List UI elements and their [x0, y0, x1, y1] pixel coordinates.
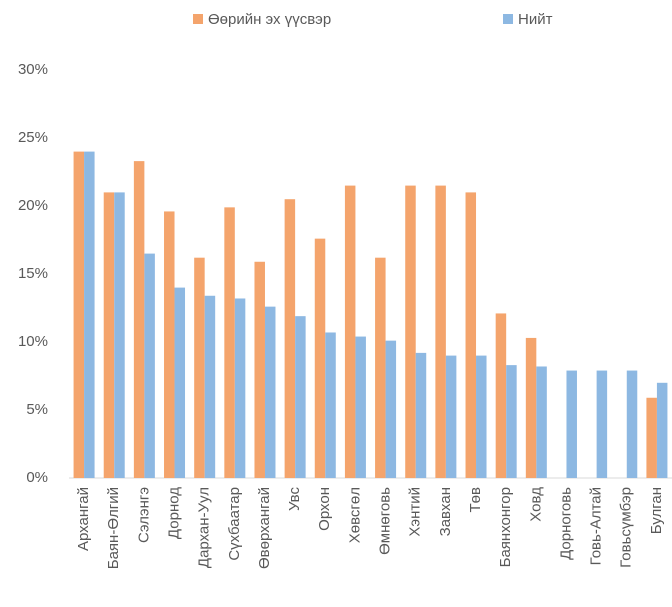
legend-label: Нийт [518, 11, 553, 28]
y-tick-label: 30% [18, 61, 48, 78]
bar [536, 366, 547, 478]
x-tick-label: Төв [467, 487, 484, 513]
x-tick-label: Сүхбаатар [226, 487, 243, 561]
x-tick-label: Хэнтий [407, 487, 424, 537]
x-tick-label: Орхон [316, 487, 333, 531]
bar [344, 185, 356, 478]
bar [103, 192, 115, 478]
bar [375, 257, 386, 478]
x-tick-label: Говь-Алтай [588, 487, 605, 565]
x-tick-label: Баянхонгор [497, 487, 514, 567]
bar [435, 185, 446, 478]
bar [646, 397, 657, 478]
bar [264, 306, 276, 478]
legend-swatch [503, 14, 513, 24]
bar [194, 257, 205, 478]
x-tick-label: Ховд [527, 487, 544, 522]
x-tick-label: Архангай [75, 487, 92, 551]
y-tick-label: 0% [26, 469, 48, 486]
x-tick-label: Баян-Өлгий [105, 487, 122, 569]
bar [476, 355, 487, 478]
bar [84, 151, 95, 478]
bar [284, 199, 296, 478]
x-tick-label: Завхан [437, 487, 454, 536]
bar [224, 207, 235, 479]
bar [465, 192, 477, 478]
x-tick-label: Өмнөговь [377, 487, 394, 555]
x-tick-label: Өвөрхангай [256, 487, 273, 569]
bar [295, 316, 306, 478]
bar [114, 192, 125, 478]
y-tick-label: 15% [18, 265, 48, 282]
bar [626, 370, 638, 478]
bar [495, 313, 507, 478]
bar [405, 185, 416, 478]
y-tick-label: 20% [18, 197, 48, 214]
x-tick-label: Сэлэнгэ [135, 487, 152, 543]
bar [656, 382, 668, 478]
legend-swatch [193, 14, 203, 24]
bar [204, 295, 216, 478]
x-tick-label: Дорнод [165, 487, 182, 539]
bar [415, 352, 427, 478]
x-tick-label: Говьсүмбэр [618, 487, 635, 568]
bar [325, 332, 336, 478]
bar [525, 337, 537, 478]
y-tick-label: 25% [18, 129, 48, 146]
bar [385, 340, 397, 478]
y-tick-label: 10% [18, 333, 48, 350]
x-tick-label: Дорноговь [557, 487, 574, 560]
x-tick-label: Хөвсгөл [346, 487, 363, 543]
y-tick-label: 5% [26, 401, 48, 418]
bar [133, 161, 145, 478]
bar [355, 336, 366, 478]
bar [144, 253, 155, 478]
bar [73, 151, 85, 478]
bar [566, 370, 577, 478]
bar [254, 261, 265, 478]
bar [164, 211, 175, 478]
bar [174, 287, 186, 478]
bar [506, 365, 517, 478]
x-tick-label: Булган [648, 487, 665, 534]
x-tick-label: Дархан-Уул [196, 487, 213, 568]
legend-label: Өөрийн эх үүсвэр [208, 11, 331, 28]
bar [596, 370, 608, 478]
x-tick-label: Увс [286, 487, 303, 511]
bar [445, 355, 457, 478]
bar [234, 298, 246, 478]
bar [314, 238, 326, 478]
